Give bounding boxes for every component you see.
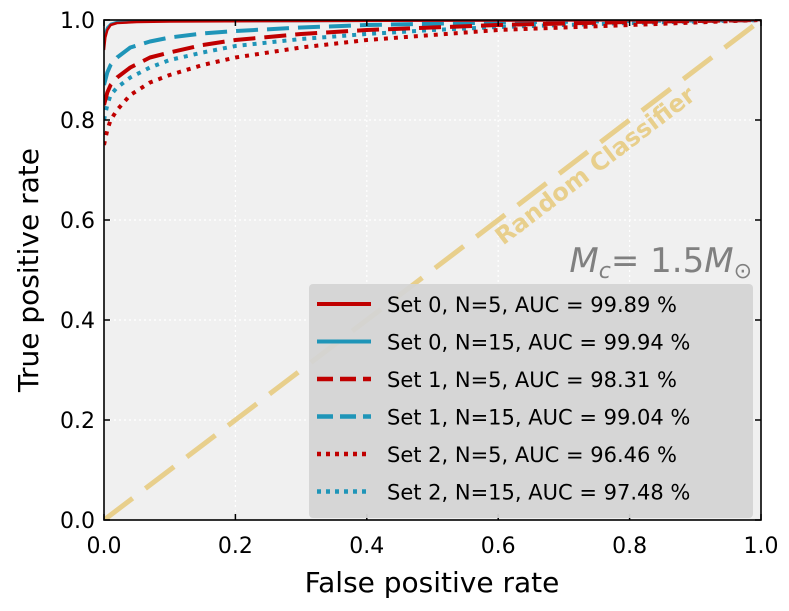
y-tick-label: 0.0 <box>60 509 95 534</box>
legend: Set 0, N=5, AUC = 99.89 % Set 0, N=15, AU… <box>309 284 753 518</box>
legend-label-1: Set 0, N=15, AUC = 99.94 % <box>387 331 690 355</box>
mass-value: = 1.5 <box>611 241 704 281</box>
diagonal-layer <box>104 20 761 520</box>
legend-label-5: Set 2, N=15, AUC = 97.48 % <box>387 481 690 505</box>
ticks: 0.0 0.2 0.4 0.6 0.8 1.0 0.0 0.2 0.4 0.6 0.8 1.0 <box>60 9 779 559</box>
legend-box <box>309 284 753 518</box>
x-axis-title: False positive rate <box>305 566 560 599</box>
series-line-3 <box>104 20 761 86</box>
y-axis-title: True positive rate <box>12 148 45 393</box>
mass-unit: M <box>704 241 733 281</box>
x-tick-label: 0.8 <box>612 534 647 559</box>
x-tick-label: 0.0 <box>87 534 122 559</box>
mass-annotation: Mc= 1.5M⊙ <box>569 241 752 284</box>
x-tick-label: 0.4 <box>349 534 384 559</box>
x-tick-label: 0.2 <box>218 534 253 559</box>
x-tick-label: 1.0 <box>744 534 779 559</box>
series-line-2 <box>104 20 761 106</box>
random-classifier-line <box>104 20 761 520</box>
y-tick-label: 0.8 <box>60 109 95 134</box>
plot-frame <box>103 19 762 521</box>
legend-label-3: Set 1, N=15, AUC = 99.04 % <box>387 406 690 430</box>
mass-subscript: c <box>599 259 611 284</box>
y-tick-label: 0.4 <box>60 309 95 334</box>
y-tick-label: 1.0 <box>60 9 95 34</box>
y-tick-label: 0.6 <box>60 209 95 234</box>
legend-label-2: Set 1, N=5, AUC = 98.31 % <box>387 368 677 392</box>
legend-label-4: Set 2, N=5, AUC = 96.46 % <box>387 443 677 467</box>
y-tick-label: 0.2 <box>60 409 95 434</box>
mass-symbol: M <box>569 241 598 281</box>
x-tick-label: 0.6 <box>481 534 516 559</box>
mass-unit-subscript: ⊙ <box>734 259 752 284</box>
series-line-4 <box>104 20 761 146</box>
legend-label-0: Set 0, N=5, AUC = 99.89 % <box>387 293 677 317</box>
